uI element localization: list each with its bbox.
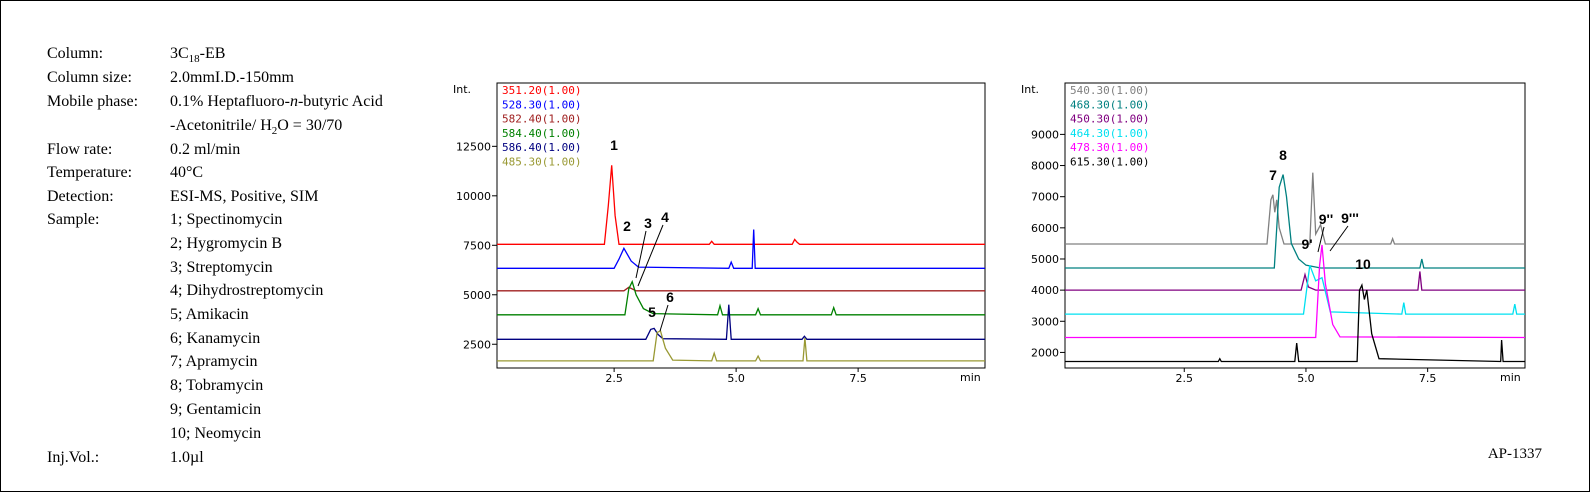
value: 9; Gentamicin <box>170 401 261 418</box>
value: 1; Spectinomycin <box>170 211 282 228</box>
label: Column: <box>47 45 103 62</box>
x-tick-label: 5.0 <box>1297 372 1315 385</box>
trace <box>497 229 985 269</box>
y-tick-label: 12500 <box>456 140 491 153</box>
y-tick-label: 7000 <box>1031 191 1059 204</box>
value: 6; Kanamycin <box>170 330 260 347</box>
peak-label: 7 <box>1269 167 1277 183</box>
peak-label: 3 <box>644 215 652 231</box>
y-tick-label: 2500 <box>463 338 491 351</box>
legend-entry: 582.40(1.00) <box>502 113 581 126</box>
trace <box>1065 174 1525 269</box>
y-tick-label: 7500 <box>463 239 491 252</box>
legend-entry: 615.30(1.00) <box>1070 156 1149 169</box>
y-tick-label: 6000 <box>1031 222 1059 235</box>
value: 4; Dihydrostreptomycin <box>170 282 323 299</box>
legend-entry: 586.40(1.00) <box>502 141 581 154</box>
y-tick-label: 8000 <box>1031 160 1059 173</box>
y-tick-label: 10000 <box>456 190 491 203</box>
peak-label: 6 <box>666 289 674 305</box>
value: 10; Neomycin <box>170 425 261 442</box>
legend-entry: 540.30(1.00) <box>1070 84 1149 97</box>
trace <box>1065 172 1525 245</box>
value: 8; Tobramycin <box>170 377 263 394</box>
plot-frame <box>496 82 986 369</box>
peak-label: 5 <box>648 304 656 320</box>
legend-entry: 351.20(1.00) <box>502 84 581 97</box>
peak-label: 10 <box>1355 256 1371 272</box>
value: ESI-MS, Positive, SIM <box>170 188 318 205</box>
leader-line <box>635 230 647 279</box>
y-tick-label: 2000 <box>1031 346 1059 359</box>
y-axis-label: Int. <box>1021 83 1039 96</box>
value: 0.1% Heptafluoro-n-butyric Acid <box>170 93 383 110</box>
value: 40°C <box>170 164 203 181</box>
label: Sample: <box>47 211 99 228</box>
value: 7; Apramycin <box>170 353 258 370</box>
peak-label: 9' <box>1301 236 1312 252</box>
peak-label: 1 <box>610 137 618 153</box>
value: 1.0µl <box>170 449 204 466</box>
trace <box>497 304 985 340</box>
peak-label: 8 <box>1279 147 1287 163</box>
leader-line <box>1329 225 1349 252</box>
x-tick-label: 2.5 <box>1176 372 1194 385</box>
legend-entry: 478.30(1.00) <box>1070 141 1149 154</box>
label: Inj.Vol.: <box>47 449 99 466</box>
peak-label: 9'' <box>1319 211 1333 227</box>
peak-label: 4 <box>661 209 669 225</box>
label: Column size: <box>47 69 132 86</box>
peak-label: 9''' <box>1341 210 1359 226</box>
leader-line <box>659 304 669 332</box>
label: Detection: <box>47 188 114 205</box>
value: 3; Streptomycin <box>170 259 273 276</box>
value: 3C18-EB <box>170 45 225 65</box>
legend-entry: 528.30(1.00) <box>502 98 581 111</box>
value: 0.2 ml/min <box>170 141 240 158</box>
label: Mobile phase: <box>47 93 138 110</box>
trace <box>497 279 985 316</box>
y-tick-label: 5000 <box>1031 253 1059 266</box>
x-axis-label: min <box>1500 371 1521 384</box>
legend-entry: 485.30(1.00) <box>502 156 581 169</box>
trace <box>1065 282 1525 363</box>
y-tick-label: 9000 <box>1031 128 1059 141</box>
y-tick-label: 3000 <box>1031 315 1059 328</box>
legend-entry: 464.30(1.00) <box>1070 127 1149 140</box>
leader-line <box>637 224 664 287</box>
trace <box>497 330 985 362</box>
label: Flow rate: <box>47 141 112 158</box>
conditions: Column: 3C18-EB Column size: 2.0mmI.D.-1… <box>47 45 383 466</box>
value: 2; Hygromycin B <box>170 235 282 252</box>
value: -Acetonitrile/ H2O = 30/70 <box>170 117 342 137</box>
value: 5; Amikacin <box>170 306 249 323</box>
x-axis-label: min <box>960 371 981 384</box>
trace <box>1065 264 1525 315</box>
x-tick-label: 7.5 <box>1419 372 1437 385</box>
trace <box>1065 244 1526 339</box>
x-tick-label: 5.0 <box>727 372 745 385</box>
legend-entry: 468.30(1.00) <box>1070 98 1149 111</box>
y-tick-label: 5000 <box>463 289 491 302</box>
code: AP-1337 <box>1488 446 1543 462</box>
x-tick-label: 2.5 <box>605 372 623 385</box>
x-tick-label: 7.5 <box>849 372 867 385</box>
trace <box>1065 271 1525 291</box>
trace <box>497 165 985 245</box>
value: 2.0mmI.D.-150mm <box>170 69 295 86</box>
legend-entry: 584.40(1.00) <box>502 127 581 140</box>
label: Temperature: <box>47 164 132 181</box>
legend-entry: 450.30(1.00) <box>1070 113 1149 126</box>
y-axis-label: Int. <box>453 83 471 96</box>
y-tick-label: 4000 <box>1031 284 1059 297</box>
leader-line <box>1317 226 1325 253</box>
peak-label: 2 <box>623 218 631 234</box>
plot-frame <box>1064 82 1526 369</box>
